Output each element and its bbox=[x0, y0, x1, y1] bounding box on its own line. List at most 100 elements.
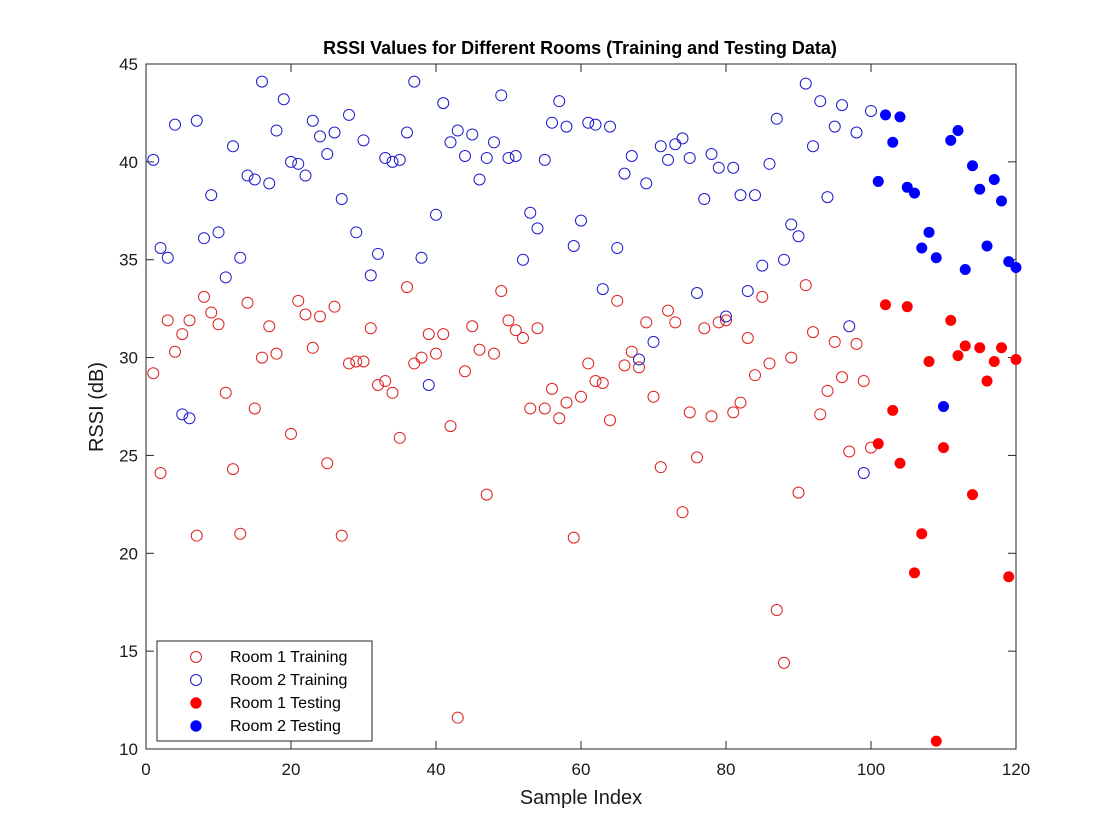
data-point-room-1-testing bbox=[930, 735, 942, 747]
data-point-room-1-training bbox=[546, 382, 558, 395]
data-point-room-1-training bbox=[321, 457, 334, 470]
data-point-room-2-training bbox=[828, 120, 841, 133]
data-point-room-2-training bbox=[749, 189, 761, 202]
data-point-room-2-training bbox=[154, 241, 167, 254]
data-point-room-1-training bbox=[676, 506, 689, 519]
data-point-room-1-training bbox=[488, 347, 500, 360]
data-point-room-1-testing bbox=[894, 457, 906, 469]
y-tick-label: 45 bbox=[119, 55, 138, 74]
data-point-room-2-training bbox=[865, 104, 877, 117]
data-point-room-1-training bbox=[567, 531, 580, 544]
data-point-room-1-training bbox=[509, 324, 522, 337]
data-point-room-1-training bbox=[190, 529, 203, 542]
data-point-room-2-training bbox=[698, 193, 711, 206]
data-point-room-1-training bbox=[589, 375, 602, 388]
data-point-room-1-testing bbox=[988, 355, 1000, 367]
data-point-room-2-training bbox=[807, 140, 819, 153]
data-point-room-2-training bbox=[488, 136, 500, 149]
data-point-room-2-testing bbox=[966, 160, 978, 172]
legend-label: Room 1 Training bbox=[230, 649, 347, 666]
data-point-room-1-training bbox=[633, 361, 645, 374]
data-point-room-2-training bbox=[393, 153, 406, 166]
data-point-room-1-testing bbox=[945, 314, 957, 326]
data-point-room-2-training bbox=[321, 148, 334, 161]
data-point-room-1-training bbox=[691, 451, 703, 464]
data-points bbox=[147, 75, 1022, 747]
data-point-room-2-training bbox=[364, 269, 377, 282]
data-point-room-1-testing bbox=[995, 342, 1007, 354]
data-point-room-2-training bbox=[640, 177, 653, 190]
data-point-room-2-training bbox=[524, 206, 537, 219]
data-point-room-1-testing bbox=[901, 301, 913, 313]
data-point-room-1-training bbox=[343, 357, 355, 370]
x-tick-label: 40 bbox=[427, 760, 446, 779]
legend-marker bbox=[190, 697, 202, 709]
data-point-room-2-testing bbox=[923, 226, 935, 238]
data-point-room-2-training bbox=[401, 126, 413, 139]
data-point-room-1-training bbox=[647, 390, 660, 403]
data-point-room-2-training bbox=[277, 93, 290, 106]
legend-marker bbox=[190, 651, 202, 663]
data-point-room-1-training bbox=[466, 320, 479, 333]
data-point-room-2-training bbox=[647, 335, 660, 348]
data-point-room-2-training bbox=[437, 97, 450, 110]
data-point-room-2-training bbox=[415, 251, 428, 264]
data-point-room-2-training bbox=[546, 116, 558, 129]
data-point-room-2-training bbox=[495, 89, 508, 102]
data-point-room-2-testing bbox=[937, 400, 949, 412]
data-point-room-1-training bbox=[270, 347, 283, 360]
data-point-room-1-training bbox=[401, 281, 413, 294]
data-point-room-2-training bbox=[227, 140, 239, 153]
data-point-room-2-training bbox=[712, 161, 725, 174]
data-point-room-1-training bbox=[770, 604, 783, 617]
data-point-room-1-training bbox=[814, 408, 827, 421]
data-point-room-2-training bbox=[444, 136, 457, 149]
data-point-room-2-testing bbox=[1003, 256, 1015, 268]
data-point-room-1-training bbox=[169, 345, 181, 358]
data-point-room-2-training bbox=[147, 153, 160, 166]
x-tick-label: 80 bbox=[717, 760, 736, 779]
data-point-room-1-training bbox=[292, 294, 305, 307]
y-tick-label: 20 bbox=[119, 544, 138, 563]
data-point-room-1-training bbox=[799, 279, 812, 292]
data-point-room-2-training bbox=[633, 353, 645, 366]
data-point-room-1-testing bbox=[952, 350, 964, 362]
data-point-room-1-training bbox=[444, 420, 457, 433]
data-point-room-2-training bbox=[517, 253, 529, 266]
data-point-room-2-training bbox=[430, 208, 442, 221]
data-point-room-2-testing bbox=[995, 195, 1007, 207]
data-point-room-1-testing bbox=[981, 375, 993, 387]
data-point-room-2-training bbox=[422, 378, 435, 391]
data-point-room-1-training bbox=[227, 463, 239, 476]
x-axis-label: Sample Index bbox=[520, 787, 642, 809]
data-point-room-2-training bbox=[176, 408, 189, 421]
data-point-room-2-training bbox=[741, 285, 754, 298]
data-point-room-2-training bbox=[683, 151, 696, 164]
data-point-room-2-training bbox=[198, 232, 210, 245]
data-point-room-2-training bbox=[451, 124, 464, 137]
data-point-room-2-testing bbox=[988, 173, 1000, 185]
data-point-room-1-training bbox=[263, 320, 276, 333]
data-point-room-2-training bbox=[654, 140, 667, 153]
data-point-room-1-training bbox=[459, 365, 471, 378]
data-point-room-2-training bbox=[843, 320, 856, 333]
legend-marker bbox=[190, 720, 202, 732]
data-point-room-1-training bbox=[705, 410, 718, 423]
data-point-room-1-training bbox=[741, 332, 754, 344]
data-point-room-2-training bbox=[509, 149, 522, 162]
data-point-room-2-training bbox=[234, 251, 247, 264]
data-point-room-1-training bbox=[473, 343, 486, 356]
data-point-room-1-training bbox=[314, 310, 326, 323]
data-point-room-1-testing bbox=[908, 567, 920, 579]
data-point-room-2-testing bbox=[894, 111, 906, 123]
chart-title: RSSI Values for Different Rooms (Trainin… bbox=[323, 38, 837, 58]
data-point-room-1-training bbox=[517, 332, 529, 344]
data-point-room-1-training bbox=[335, 529, 348, 542]
data-point-room-1-training bbox=[654, 461, 667, 474]
data-point-room-1-training bbox=[248, 402, 261, 415]
data-point-room-2-training bbox=[727, 161, 740, 174]
data-point-room-1-training bbox=[502, 314, 515, 327]
data-point-room-1-training bbox=[821, 384, 834, 397]
data-point-room-1-training bbox=[683, 406, 696, 419]
data-point-room-2-training bbox=[205, 189, 218, 202]
